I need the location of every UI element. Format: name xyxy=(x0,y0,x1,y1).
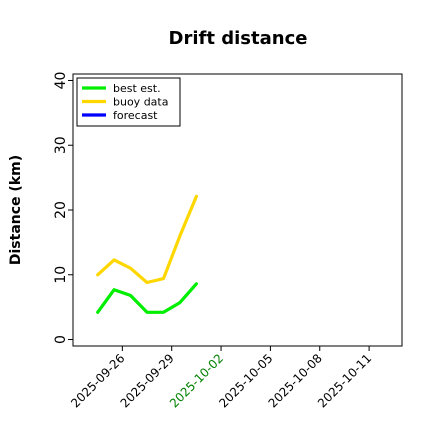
x-tick-label: 2025-10-11 xyxy=(315,351,374,410)
y-tick-label: 30 xyxy=(53,136,69,154)
y-tick-label: 0 xyxy=(53,335,69,344)
y-axis: 0 10 20 30 40 xyxy=(53,72,73,344)
legend-label: best est. xyxy=(113,82,161,95)
y-tick-label: 40 xyxy=(53,72,69,90)
series-line-buoy-data xyxy=(96,194,198,285)
legend-label: forecast xyxy=(113,109,158,122)
series-layer xyxy=(96,194,198,314)
y-tick-label: 20 xyxy=(53,201,69,219)
x-axis: 2025-09-262025-09-292025-10-022025-10-05… xyxy=(68,346,374,410)
y-axis-label: Distance (km) xyxy=(8,155,24,265)
chart-title: Drift distance xyxy=(169,28,308,49)
legend-label: buoy data xyxy=(113,95,168,108)
series-line-best-est- xyxy=(96,282,198,314)
legend-box xyxy=(76,77,181,127)
y-tick-label: 10 xyxy=(53,266,69,284)
